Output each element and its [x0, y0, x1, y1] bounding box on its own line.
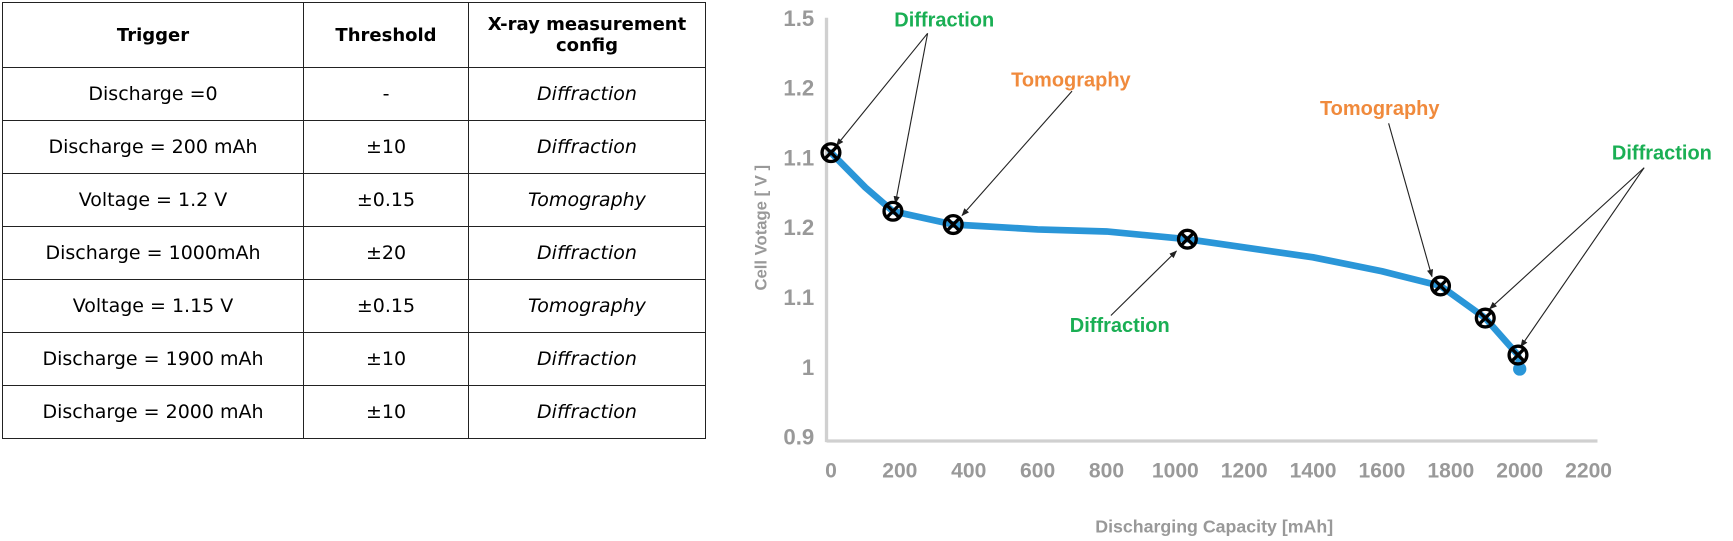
y-tick-label: 1.2 [783, 215, 814, 240]
table-row: Discharge = 1900 mAh ±10 Diffraction [2, 332, 706, 386]
measurement-marker [1507, 344, 1529, 366]
marker-part [1511, 348, 1525, 362]
annotation: Diffraction [1612, 143, 1712, 165]
header-row: Trigger Threshold X-ray measurement conf… [2, 2, 706, 68]
x-tick-label: 1800 [1427, 460, 1474, 483]
marker-part [946, 217, 960, 232]
arrow [961, 90, 1073, 217]
arrow [1388, 123, 1434, 278]
table-cell: ±10 [303, 332, 469, 386]
table-cell: Discharge = 2000 mAh [2, 385, 304, 439]
x-axis-label: Discharging Capacity [mAh] [1095, 516, 1333, 536]
table-row: Discharge = 200 mAh ±10 Diffraction [2, 120, 706, 174]
x-tick-label: 2000 [1496, 460, 1543, 483]
marker-part [824, 145, 838, 160]
y-tick-label: 1.5 [783, 6, 814, 31]
y-tick-label: 1.2 [783, 76, 814, 101]
table-cell: Discharge = 1000mAh [2, 226, 304, 280]
table-cell: Discharge =0 [2, 67, 304, 121]
marker-part [1507, 344, 1529, 366]
arrow [893, 33, 929, 205]
annotation: Tomography [1011, 69, 1131, 91]
table-cell: Voltage = 1.15 V [2, 279, 304, 333]
y-tick-label: 1.1 [783, 145, 814, 170]
table-row: Voltage = 1.2 V ±0.15 Tomography [2, 173, 706, 227]
table-cell: - [303, 67, 469, 121]
measurement-marker [1474, 307, 1496, 329]
marker-part [886, 204, 900, 218]
end-point [1513, 362, 1527, 376]
measurement-marker [1176, 228, 1198, 250]
x-tick-label: 600 [1020, 460, 1055, 483]
annotation: Diffraction [894, 9, 994, 31]
marker-part [1478, 311, 1493, 325]
marker-part [882, 200, 904, 222]
measurement-marker [942, 213, 964, 236]
x-tick-label: 400 [951, 460, 986, 483]
table-row: Discharge = 2000 mAh ±10 Diffraction [2, 385, 706, 439]
x-tick-label: 1200 [1221, 460, 1268, 483]
arrow [1489, 167, 1645, 310]
table-row: Discharge = 1000mAh ±20 Diffraction [2, 226, 706, 280]
y-tick-label: 0.9 [783, 425, 814, 450]
x-tick-label: 0 [825, 460, 837, 483]
x-tick-label: 2200 [1565, 460, 1612, 483]
table-body: Discharge =0- Diffraction Discharge = 200 … [2, 67, 706, 439]
marker-part [1429, 275, 1452, 297]
table-cell: Voltage = 1.2 V [2, 173, 304, 227]
table-row: Discharge =0- Diffraction [2, 67, 706, 121]
header-cell: Trigger [2, 2, 304, 68]
table-cell: Discharge = 200 mAh [2, 120, 304, 174]
marker-part [1474, 307, 1496, 329]
arrow [1520, 167, 1645, 348]
x-tick-label: 1400 [1290, 460, 1337, 483]
y-tick-label: 1 [802, 355, 814, 380]
table-cell: ±0.15 [303, 279, 469, 333]
y-tick-label: 1.1 [783, 285, 814, 310]
table-cell: ±10 [303, 385, 469, 439]
voltage-curve [827, 149, 1524, 373]
table-cell: Tomography [468, 173, 706, 227]
x-tick-label: 200 [882, 460, 917, 483]
marker-part [1176, 228, 1198, 250]
marker-part [942, 213, 964, 236]
x-tick-label: 800 [1089, 460, 1124, 483]
x-tick-label: 1600 [1358, 460, 1405, 483]
arrow [836, 32, 929, 147]
trigger-table: Trigger Threshold X-ray measurement conf… [2, 2, 706, 439]
marker-part [1433, 279, 1448, 293]
y-axis-label: Cell Votage [ V ] [751, 165, 770, 291]
table-cell: Diffraction [468, 226, 706, 280]
annotation: Diffraction [1070, 315, 1170, 337]
annotation: Tomography [1320, 98, 1440, 120]
header-cell: Threshold [303, 2, 469, 68]
measurement-marker [820, 142, 842, 164]
table-cell: ±10 [303, 120, 469, 174]
arrow [1110, 250, 1177, 316]
arrows [836, 32, 1645, 348]
table-cell: Diffraction [468, 332, 706, 386]
table-cell: Diffraction [468, 385, 706, 439]
table-cell: Discharge = 1900 mAh [2, 332, 304, 386]
table-cell: ±20 [303, 226, 469, 280]
table-cell: Diffraction [468, 120, 706, 174]
table-cell: Diffraction [468, 67, 706, 121]
measurement-marker [882, 200, 904, 222]
marker-part [820, 142, 842, 164]
measurement-marker [1429, 275, 1452, 297]
x-tick-label: 1000 [1152, 460, 1199, 483]
marker-part [1180, 232, 1195, 246]
